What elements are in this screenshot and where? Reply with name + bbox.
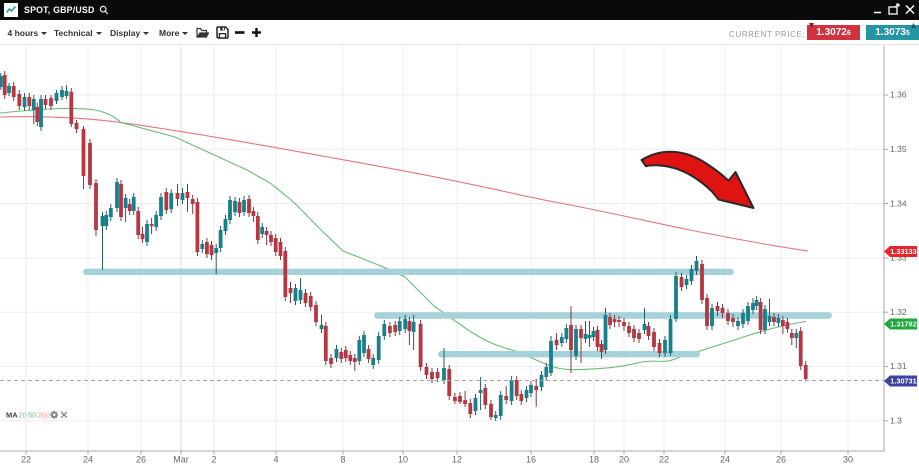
svg-text:1.31: 1.31 xyxy=(890,361,907,371)
svg-text:1.31782: 1.31782 xyxy=(890,320,916,329)
svg-text:200: 200 xyxy=(38,411,51,420)
svg-text:MA: MA xyxy=(6,411,18,420)
svg-text:Mar: Mar xyxy=(173,455,189,465)
svg-text:20: 20 xyxy=(619,455,629,465)
svg-text:1.30731: 1.30731 xyxy=(890,377,916,386)
svg-text:30: 30 xyxy=(843,455,853,465)
svg-text:26: 26 xyxy=(776,455,786,465)
svg-text:1.32: 1.32 xyxy=(890,307,907,317)
svg-text:24: 24 xyxy=(720,455,730,465)
svg-text:22: 22 xyxy=(659,455,669,465)
svg-text:4: 4 xyxy=(273,455,278,465)
svg-text:1.36: 1.36 xyxy=(890,90,907,100)
svg-text:8: 8 xyxy=(340,455,345,465)
svg-text:12: 12 xyxy=(452,455,462,465)
svg-text:1.33: 1.33 xyxy=(890,253,907,263)
svg-text:24: 24 xyxy=(83,455,93,465)
svg-text:20: 20 xyxy=(19,411,27,420)
svg-text:26: 26 xyxy=(136,455,146,465)
svg-text:2: 2 xyxy=(211,455,216,465)
svg-text:16: 16 xyxy=(526,455,536,465)
svg-text:18: 18 xyxy=(589,455,599,465)
svg-text:50: 50 xyxy=(28,411,36,420)
svg-text:22: 22 xyxy=(21,455,31,465)
svg-text:1.34: 1.34 xyxy=(890,198,907,208)
svg-text:1.3: 1.3 xyxy=(890,416,902,426)
svg-text:1.33133: 1.33133 xyxy=(890,247,916,256)
svg-text:10: 10 xyxy=(398,455,408,465)
svg-text:1.35: 1.35 xyxy=(890,144,907,154)
